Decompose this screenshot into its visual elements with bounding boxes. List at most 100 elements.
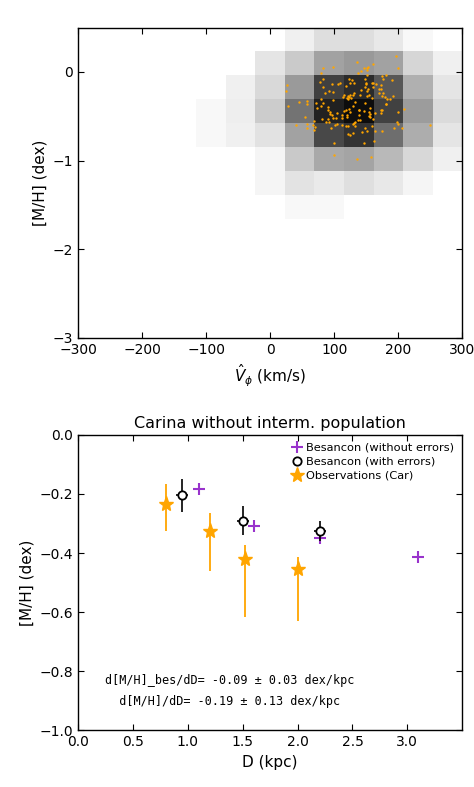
Point — [346, 106, 354, 119]
Point — [304, 95, 311, 108]
Point — [386, 93, 393, 105]
Bar — [314, 123, 344, 147]
Point — [379, 90, 386, 102]
Point — [368, 91, 376, 104]
Point — [317, 99, 325, 112]
Point — [344, 89, 351, 102]
Bar — [403, 28, 433, 51]
Besancon (without errors) — [415, 552, 421, 562]
Point — [296, 96, 303, 109]
Point — [327, 108, 334, 120]
Besancon (with errors) — [240, 515, 246, 525]
Point — [357, 65, 365, 78]
Point — [338, 109, 346, 122]
Bar — [314, 28, 344, 51]
Point — [318, 93, 325, 105]
Y-axis label: [M/H] (dex): [M/H] (dex) — [19, 539, 34, 626]
Point — [378, 69, 386, 82]
Point — [345, 120, 352, 132]
Point — [361, 80, 369, 93]
Point — [345, 72, 353, 85]
Besancon (without errors) — [251, 522, 256, 531]
Besancon (without errors) — [317, 534, 322, 543]
Point — [379, 87, 387, 99]
Point — [329, 112, 337, 124]
Bar — [344, 123, 374, 147]
Point — [309, 119, 317, 131]
Point — [366, 110, 374, 123]
Point — [364, 83, 372, 95]
Point — [381, 91, 389, 104]
Point — [328, 109, 336, 121]
Bar — [285, 51, 314, 76]
Point — [362, 121, 369, 134]
Point — [364, 124, 371, 137]
Point — [310, 124, 317, 136]
Besancon (without errors) — [196, 485, 202, 494]
Point — [319, 62, 327, 75]
Title: Carina without interm. population: Carina without interm. population — [134, 416, 406, 430]
Point — [350, 77, 358, 90]
Point — [334, 78, 342, 91]
Point — [394, 61, 401, 74]
Point — [316, 76, 324, 88]
Bar — [374, 171, 403, 194]
X-axis label: $\hat{V}_{\phi}$ (km/s): $\hat{V}_{\phi}$ (km/s) — [234, 362, 306, 389]
Bar — [344, 76, 374, 99]
Line: Besancon (without errors): Besancon (without errors) — [192, 483, 425, 563]
Observations (Car) — [163, 500, 169, 509]
Bar — [403, 51, 433, 76]
Point — [369, 77, 376, 90]
Point — [311, 121, 319, 134]
Point — [319, 97, 327, 109]
Point — [337, 77, 344, 90]
Point — [348, 74, 356, 87]
Point — [334, 117, 341, 130]
Bar — [314, 171, 344, 194]
Bar — [344, 28, 374, 51]
Bar — [374, 51, 403, 76]
Point — [368, 120, 376, 132]
Point — [356, 113, 364, 126]
Bar — [344, 99, 374, 123]
Point — [346, 128, 354, 141]
Point — [343, 92, 350, 105]
Point — [303, 122, 310, 135]
Point — [382, 98, 390, 110]
Point — [352, 96, 359, 109]
Point — [399, 122, 406, 135]
Y-axis label: [M/H] (dex): [M/H] (dex) — [32, 139, 47, 226]
Point — [283, 85, 290, 98]
Point — [349, 118, 356, 131]
Bar — [314, 147, 344, 171]
Point — [369, 113, 376, 125]
Besancon (with errors) — [180, 490, 185, 500]
Point — [329, 93, 337, 105]
Point — [338, 112, 346, 124]
Bar — [344, 147, 374, 171]
Bar — [374, 147, 403, 171]
Bar — [255, 76, 285, 99]
Point — [325, 101, 332, 113]
Point — [375, 83, 383, 95]
Bar — [285, 99, 314, 123]
Point — [362, 78, 369, 91]
Point — [394, 105, 401, 118]
Bar — [344, 171, 374, 194]
Bar — [433, 123, 462, 147]
Bar — [374, 99, 403, 123]
Point — [303, 98, 310, 110]
Observations (Car) — [207, 527, 213, 536]
Bar — [314, 194, 344, 219]
Bar — [374, 28, 403, 51]
Point — [356, 109, 363, 121]
Point — [349, 89, 357, 102]
Point — [356, 89, 364, 102]
Bar — [285, 147, 314, 171]
Bar — [403, 99, 433, 123]
Point — [369, 81, 377, 94]
Point — [352, 116, 359, 128]
Point — [329, 85, 337, 98]
Line: Observations (Car): Observations (Car) — [158, 497, 305, 577]
Point — [393, 116, 401, 129]
